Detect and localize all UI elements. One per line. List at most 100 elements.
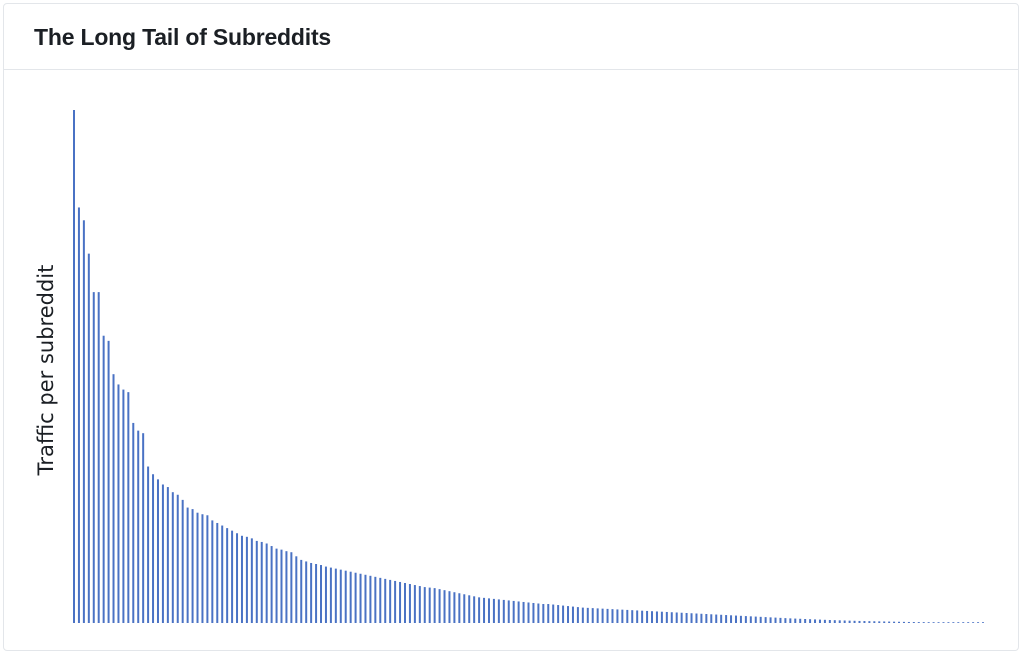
bar [710,614,713,623]
bar [171,492,174,623]
bar [487,598,490,623]
bar [354,572,357,623]
bar [191,509,194,623]
bar [937,622,940,623]
bar [907,621,910,623]
bar [586,607,589,623]
bar [270,546,273,623]
bar [359,573,362,623]
bar [675,612,678,623]
bar [646,610,649,623]
bar [137,430,140,624]
bar [473,596,476,623]
bar [196,512,199,623]
bar [310,562,313,623]
bar [507,600,510,623]
bar [779,617,782,623]
bar [695,613,698,623]
bar [374,576,377,623]
bar-chart: Traffic per subreddit [34,110,984,624]
bar [754,616,757,623]
bar [651,611,654,623]
bar [749,616,752,623]
bar [769,617,772,623]
bar [725,615,728,623]
bar [122,389,125,623]
bar [655,611,658,623]
bar [739,615,742,623]
bar [581,607,584,623]
bar [82,220,85,624]
bar [922,622,925,623]
bar [804,619,807,623]
bar [324,566,327,623]
bar [107,340,110,623]
bar [418,586,421,623]
bar [433,588,436,623]
bar [231,530,234,623]
bar [512,600,515,623]
bar [838,620,841,623]
chart-title: The Long Tail of Subreddits [34,24,331,50]
bar [127,392,130,623]
bar [399,581,402,623]
bar [226,528,229,624]
bar [858,620,861,623]
bar [591,608,594,623]
bar [527,602,530,623]
bar [596,608,599,623]
bar [665,611,668,623]
bar [571,606,574,623]
bar [982,622,984,623]
bar [734,615,737,623]
bar [285,551,288,623]
bar [255,540,258,623]
bar [483,597,486,623]
bar [720,614,723,623]
bar [315,564,318,623]
bar [893,621,896,623]
bar [818,619,821,623]
bar [823,619,826,623]
bar [942,622,945,623]
bar [557,605,560,623]
bar [211,520,214,623]
bar [814,619,817,623]
bar [161,484,164,623]
bar [562,605,565,623]
bar [744,616,747,623]
bar [848,620,851,623]
bar [759,616,762,623]
bar [670,612,673,623]
bar [715,614,718,623]
bar [132,422,135,623]
bar [497,599,500,623]
bar [542,604,545,623]
bar [868,621,871,623]
bar [181,499,184,623]
bar [843,620,846,623]
bar [621,609,624,623]
bar [344,570,347,623]
bars-group [73,110,984,624]
bar [878,621,881,623]
bar [680,612,683,623]
bar [576,607,579,623]
bar [379,577,382,623]
bar [764,617,767,623]
bar [453,592,456,623]
bar [458,593,461,623]
bar [601,608,604,623]
bar [97,292,100,623]
bar [147,466,150,623]
bar [364,574,367,623]
bar [290,552,293,623]
bar [463,594,466,623]
bar [809,619,812,623]
bar [517,601,520,623]
bar [636,610,639,623]
bar [962,622,965,623]
bar [102,335,105,623]
bar [87,253,90,623]
bar [567,606,570,623]
